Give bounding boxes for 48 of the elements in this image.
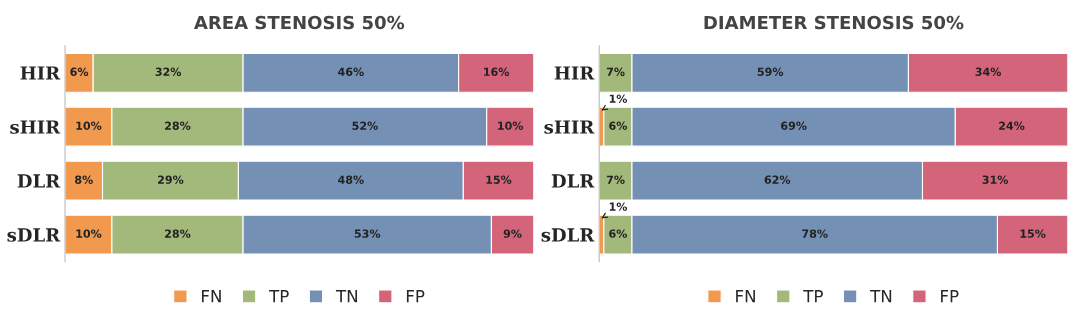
data-label: 69% — [781, 121, 807, 130]
data-label: 31% — [982, 175, 1009, 184]
legend-label: FP — [406, 290, 425, 303]
data-label: 53% — [354, 229, 381, 238]
legend-label: TN — [870, 290, 892, 303]
data-label: 10% — [498, 121, 524, 130]
legend-label: FP — [941, 290, 959, 303]
data-label: 29% — [158, 175, 184, 184]
legend-label: TP — [269, 290, 289, 303]
y-tick-label: sDLR — [7, 228, 61, 242]
y-tick-label: DLR — [17, 174, 61, 188]
legend-label: TN — [335, 290, 357, 303]
y-tick-label: sDLR — [541, 228, 595, 242]
legend-label: FN — [202, 290, 221, 303]
data-label: 9% — [503, 229, 522, 238]
data-label: 1% — [609, 202, 628, 211]
data-label: 15% — [1020, 229, 1046, 238]
data-label: 62% — [764, 175, 791, 184]
data-label: 8% — [75, 175, 93, 184]
data-label: 48% — [338, 175, 364, 184]
y-tick-label: sHIR — [544, 120, 595, 134]
data-label: 6% — [70, 67, 89, 76]
y-tick-label: DLR — [551, 174, 595, 188]
data-label: 1% — [609, 94, 628, 103]
y-tick-label: HIR — [20, 66, 61, 80]
data-label: 6% — [609, 121, 628, 130]
data-label: 6% — [609, 229, 628, 238]
data-label: 10% — [76, 121, 102, 130]
data-label: 7% — [606, 175, 625, 184]
data-label: 46% — [338, 67, 364, 76]
y-tick-label: sHIR — [10, 120, 61, 134]
data-label: 59% — [757, 67, 784, 76]
data-label: 24% — [999, 121, 1025, 130]
data-label: 16% — [484, 67, 510, 76]
data-label: 52% — [352, 121, 378, 130]
legend-label: FN — [736, 290, 755, 303]
data-label: 7% — [606, 67, 625, 76]
chart-title: DIAMETER STENOSIS 50% — [704, 15, 964, 30]
chart-title: AREA STENOSIS 50% — [194, 15, 405, 30]
data-label: 10% — [76, 229, 102, 238]
data-label: 32% — [155, 67, 182, 76]
data-label: 28% — [165, 229, 191, 238]
data-label: 28% — [165, 121, 191, 130]
data-label: 34% — [975, 67, 1002, 76]
data-label: 78% — [802, 229, 828, 238]
data-label: 15% — [486, 175, 512, 184]
y-tick-label: HIR — [554, 66, 595, 80]
legend-label: TP — [803, 290, 823, 303]
